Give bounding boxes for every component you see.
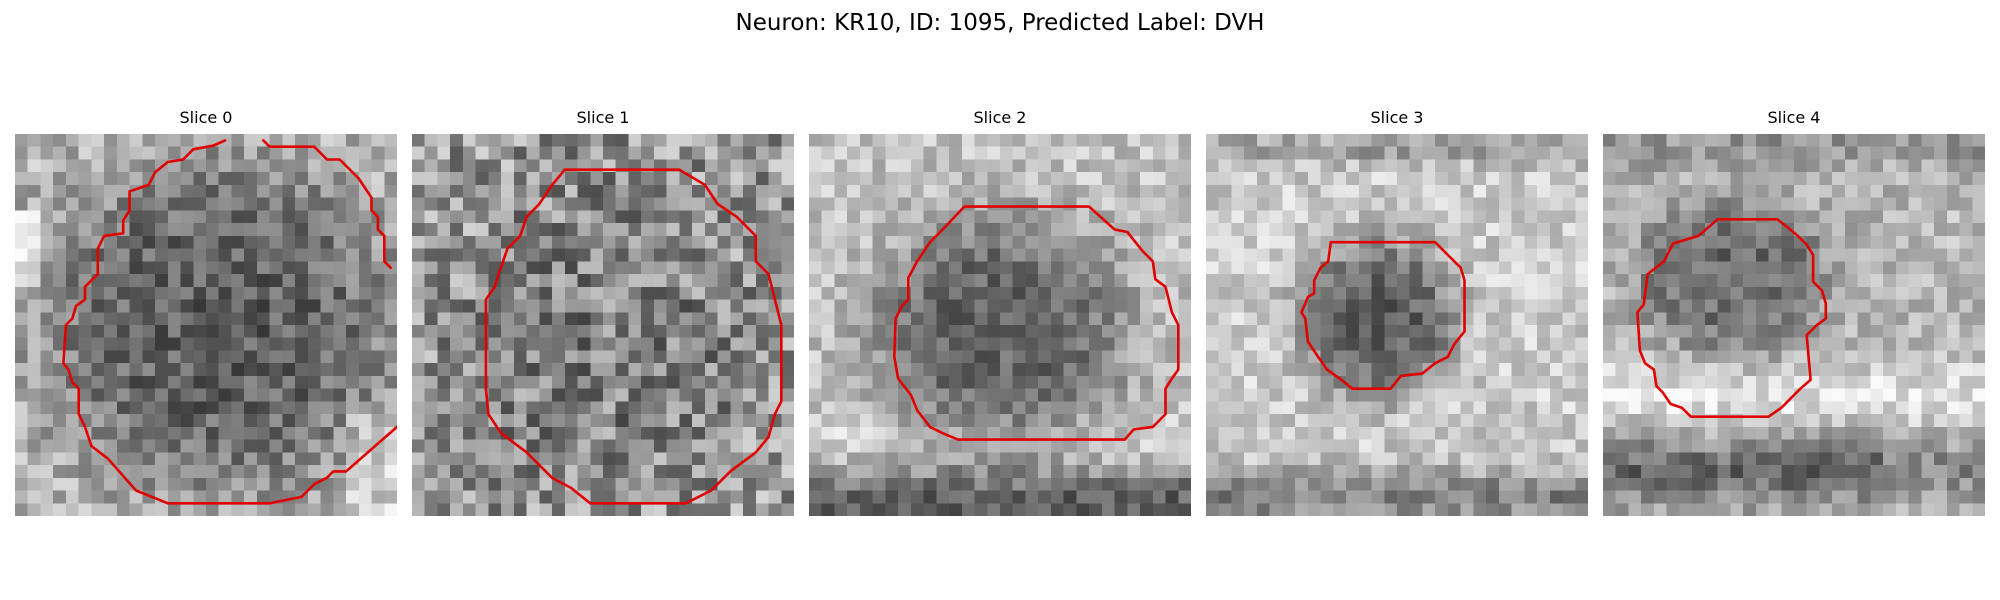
slice-title: Slice 1 (576, 108, 630, 127)
slice-title: Slice 0 (179, 108, 233, 127)
slice-image (412, 134, 794, 516)
roi-contour (484, 168, 783, 505)
roi-contour (1300, 240, 1466, 390)
slice-panel-2: Slice 2 (809, 108, 1191, 516)
slice-title: Slice 2 (973, 108, 1027, 127)
slice-panel-3: Slice 3 (1206, 108, 1588, 516)
roi-contour (893, 205, 1180, 441)
slice-panel-1: Slice 1 (412, 108, 794, 516)
slice-image (1206, 134, 1588, 516)
slice-panel-4: Slice 4 (1603, 108, 1985, 516)
roi-contour (1636, 218, 1828, 419)
roi-contour (62, 139, 397, 505)
slice-image (15, 134, 397, 516)
slice-image (1603, 134, 1985, 516)
slice-title: Slice 4 (1767, 108, 1821, 127)
slice-title: Slice 3 (1370, 108, 1424, 127)
slice-image (809, 134, 1191, 516)
roi-contour (262, 139, 392, 269)
figure-title: Neuron: KR10, ID: 1095, Predicted Label:… (735, 10, 1265, 36)
slice-panel-0: Slice 0 (15, 108, 397, 516)
